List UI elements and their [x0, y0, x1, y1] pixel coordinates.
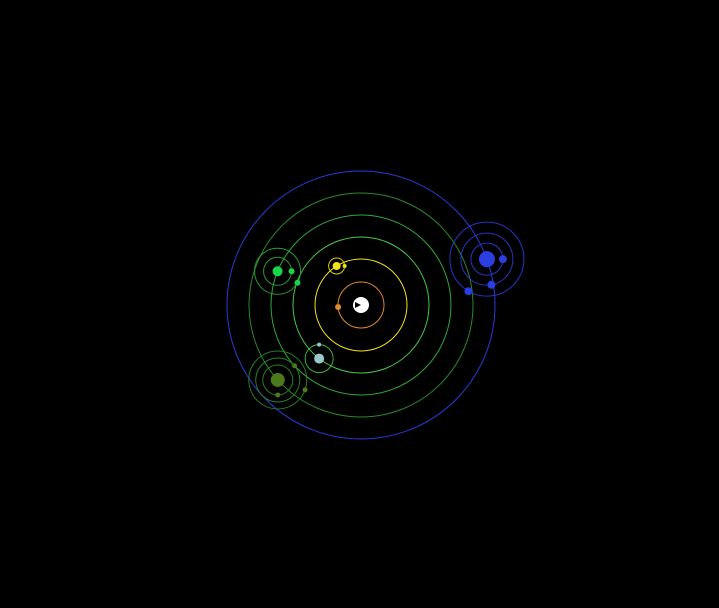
olive-planet-group [248, 350, 308, 410]
inner-orange-planet-group [335, 304, 342, 311]
olive-planet-icon [270, 372, 285, 387]
bright-green-planet-group [254, 247, 302, 295]
pale-blue-moon-icon [317, 342, 322, 347]
pale-blue-planet-icon [314, 353, 325, 364]
blue-planet-icon [478, 251, 495, 268]
blue-moon-2-icon [487, 280, 496, 289]
blue-planet-moon-orbit-3 [449, 221, 525, 297]
olive-planet-orbit [248, 192, 474, 418]
yellow-planet-icon [332, 261, 341, 270]
olive-moon-2-icon [292, 363, 298, 369]
blue-planet-orbit [226, 170, 496, 440]
bright-green-planet-moon-orbit-2 [254, 247, 302, 295]
yellow-moon-icon [342, 263, 347, 268]
inner-orange-planet-icon [335, 304, 342, 311]
pale-blue-planet-group [304, 342, 334, 374]
olive-moon-1-icon [275, 392, 281, 398]
bright-green-planet-icon [272, 266, 283, 277]
olive-planet-moon-orbit-3 [248, 350, 308, 410]
blue-moon-1-icon [498, 255, 507, 264]
blue-moon-3-icon [464, 287, 473, 296]
green-moon-1-icon [288, 268, 295, 275]
olive-moon-3-icon [302, 387, 308, 393]
green-moon-2-icon [294, 279, 301, 286]
blue-planet-group [449, 221, 525, 297]
yellow-planet-group [328, 257, 347, 275]
star-marker-icon [355, 302, 361, 308]
pale-blue-planet-orbit [292, 236, 430, 374]
yellow-planet-orbit [314, 258, 408, 352]
bright-green-planet-orbit [270, 214, 452, 396]
olive-planet-moon-orbit-2 [255, 357, 301, 403]
blue-planet-moon-orbit-2 [460, 232, 514, 286]
